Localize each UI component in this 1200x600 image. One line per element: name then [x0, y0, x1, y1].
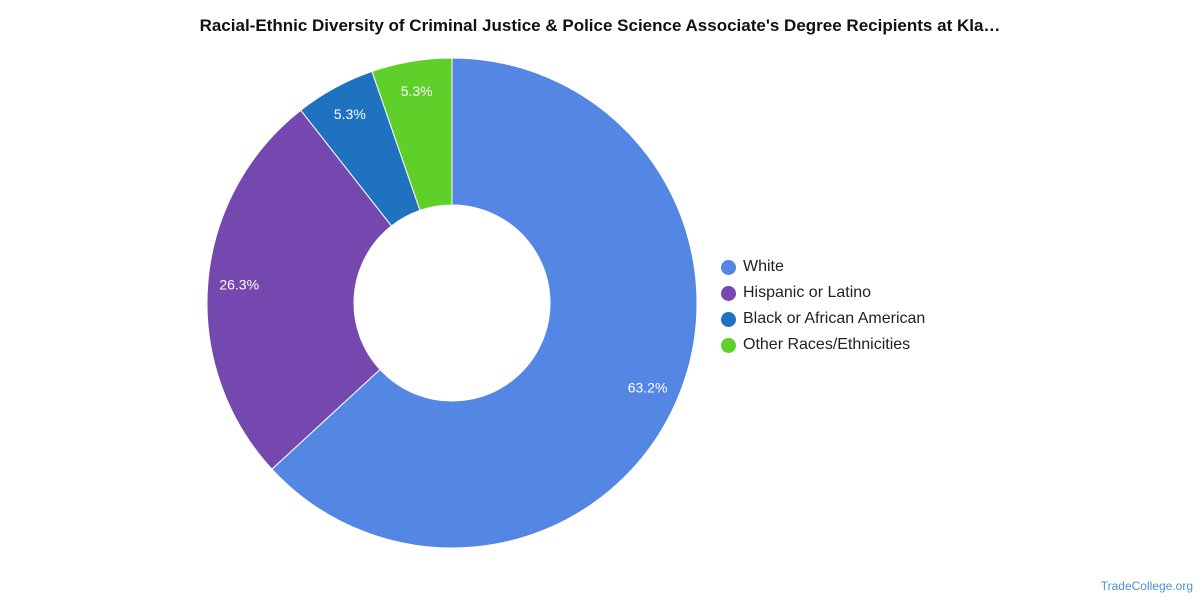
legend-label: Hispanic or Latino	[743, 284, 872, 301]
slice-label-white: 63.2%	[628, 379, 668, 395]
legend-swatch	[721, 259, 736, 275]
legend-item-hispanic-or-latino[interactable]: Hispanic or Latino	[721, 280, 925, 306]
slice-white[interactable]	[271, 57, 698, 549]
slice-label-black-or-african-american: 5.3%	[334, 106, 366, 122]
legend-swatch	[721, 337, 736, 353]
legend-item-black-or-african-american[interactable]: Black or African American	[721, 306, 925, 332]
chart-legend: White Hispanic or Latino Black or African …	[721, 254, 925, 358]
legend-label: White	[743, 258, 784, 275]
legend-swatch	[721, 311, 736, 327]
legend-swatch	[721, 285, 736, 301]
watermark[interactable]: TradeCollege.org	[1100, 579, 1193, 593]
slice-label-hispanic-or-latino: 26.3%	[219, 277, 259, 293]
legend-item-other-races-ethnicities[interactable]: Other Races/Ethnicities	[721, 332, 925, 358]
slice-label-other-races-ethnicities: 5.3%	[401, 83, 433, 99]
slice-other-races-ethnicities[interactable]	[371, 57, 453, 212]
slice-hispanic-or-latino[interactable]	[206, 109, 393, 470]
legend-label: Other Races/Ethnicities	[743, 336, 911, 353]
legend-item-white[interactable]: White	[721, 254, 925, 280]
chart-title: Racial-Ethnic Diversity of Criminal Just…	[199, 16, 1001, 35]
legend-label: Black or African American	[743, 310, 926, 327]
